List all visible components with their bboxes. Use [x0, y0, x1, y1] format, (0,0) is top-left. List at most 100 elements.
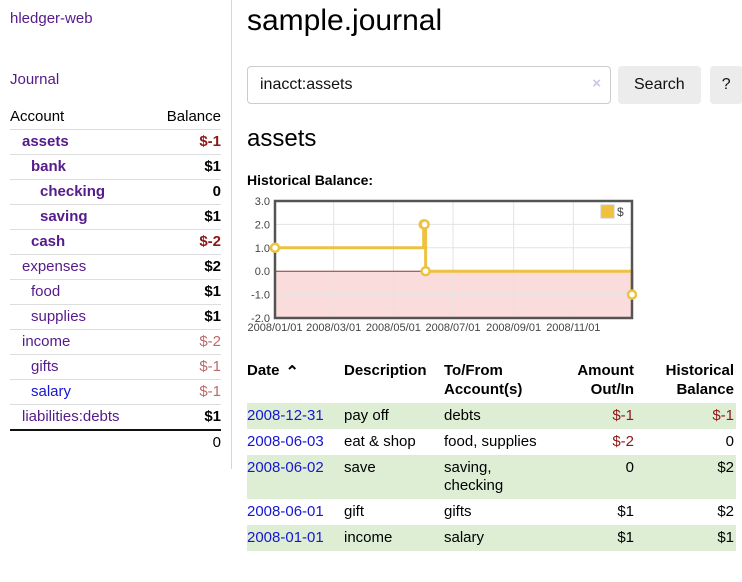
- brand-link[interactable]: hledger-web: [10, 10, 93, 27]
- y-axis-tick-label: -2.0: [251, 313, 270, 325]
- register-header-amount: Amount Out/In: [562, 359, 636, 403]
- transaction-row: 2008-12-31 pay off debts $-1 $-1: [247, 403, 736, 429]
- transaction-date-cell: 2008-12-31: [247, 403, 344, 429]
- account-link-assets[interactable]: assets: [22, 133, 69, 150]
- transaction-amount: $1: [617, 529, 634, 546]
- account-balance: $2: [151, 254, 221, 280]
- transaction-row: 2008-06-01 gift gifts $1 $2: [247, 499, 736, 525]
- y-axis-tick-label: -1.0: [251, 290, 270, 302]
- accounts-table: Account Balance assets $-1 bank $1 checking 0…: [10, 105, 221, 455]
- accounts-header-balance: Balance: [166, 108, 221, 125]
- transaction-date-link[interactable]: 2008-01-01: [247, 529, 324, 546]
- transaction-accounts: saving, checking: [444, 459, 504, 494]
- search-button[interactable]: Search: [618, 66, 701, 104]
- transaction-description: eat & shop: [344, 433, 416, 450]
- register-header-date[interactable]: Date ⌃: [247, 359, 344, 403]
- account-cell: supplies: [10, 304, 152, 330]
- transaction-accounts: gifts: [444, 503, 472, 520]
- sidebar-item-journal[interactable]: Journal: [10, 71, 60, 88]
- account-balance: $1: [151, 304, 221, 330]
- account-cell: liabilities:debts: [10, 404, 152, 430]
- header-label: Historical: [665, 362, 734, 379]
- account-balance: $1: [151, 279, 221, 305]
- account-link-bank[interactable]: bank: [31, 158, 67, 175]
- account-cell: expenses: [10, 254, 152, 280]
- account-balance: $-1: [151, 354, 221, 380]
- transaction-accounts: food, supplies: [444, 433, 537, 450]
- account-link-cash[interactable]: cash: [31, 233, 66, 250]
- chart-canvas: $2008/01/01 2008/03/01 2008/05/01 2008/07/0…: [247, 196, 638, 334]
- sort-ascending-icon: ⌃: [285, 364, 299, 381]
- transaction-date-cell: 2008-06-01: [247, 499, 344, 525]
- account-link-food[interactable]: food: [31, 283, 61, 300]
- x-axis-tick-label: 2008/05/01: [366, 322, 421, 334]
- header-label: To/From: [444, 362, 503, 379]
- transaction-amount: 0: [625, 459, 634, 476]
- accounts-header-row: Account Balance: [10, 105, 221, 130]
- page-title: sample.journal: [247, 4, 443, 37]
- register-header-description: Description: [344, 359, 444, 403]
- transaction-description: pay off: [344, 407, 389, 424]
- legend-swatch-icon: [600, 204, 615, 219]
- chart-title: Historical Balance:: [247, 172, 374, 188]
- register-header-historical: Historical Balance: [636, 359, 736, 403]
- transaction-row: 2008-06-02 save saving, checking 0 $2: [247, 455, 736, 499]
- transaction-date-cell: 2008-01-01: [247, 525, 344, 551]
- transaction-description: income: [344, 529, 393, 546]
- legend-label: $: [617, 205, 624, 219]
- account-link-supplies[interactable]: supplies: [31, 308, 87, 325]
- account-balance: $1: [151, 204, 221, 230]
- account-row: gifts $-1: [10, 354, 221, 380]
- account-row: food $1: [10, 279, 221, 305]
- account-cell: assets: [10, 129, 152, 155]
- header-label: Balance: [676, 381, 734, 398]
- account-link-expenses[interactable]: expenses: [22, 258, 87, 275]
- historical-balance-chart[interactable]: $2008/01/01 2008/03/01 2008/05/01 2008/07/0…: [247, 195, 742, 335]
- account-link-saving[interactable]: saving: [40, 208, 88, 225]
- y-axis-tick-label: 2.0: [255, 219, 270, 231]
- help-button[interactable]: ?: [709, 66, 742, 104]
- account-cell: saving: [10, 204, 152, 230]
- account-cell: food: [10, 279, 152, 305]
- transaction-balance: 0: [725, 433, 734, 450]
- header-label: Account(s): [444, 381, 523, 398]
- x-axis-tick-label: 2008/07/01: [425, 322, 480, 334]
- transaction-date-link[interactable]: 2008-12-31: [247, 407, 324, 424]
- x-axis-tick-label: 2008/01/01: [247, 322, 302, 334]
- account-link-checking[interactable]: checking: [40, 183, 106, 200]
- transaction-description: gift: [344, 503, 365, 520]
- account-row: income $-2: [10, 329, 221, 355]
- search-bar: × Search ?: [247, 66, 742, 104]
- register-header-row: Date ⌃ Description To/From Account(s) Amount O…: [247, 359, 736, 403]
- transaction-date-link[interactable]: 2008-06-01: [247, 503, 324, 520]
- register-table: Date ⌃ Description To/From Account(s) Amount O…: [247, 359, 736, 551]
- account-balance: 0: [151, 179, 221, 205]
- search-input[interactable]: [247, 66, 611, 104]
- accounts-total-row: 0: [10, 429, 221, 455]
- transaction-date-cell: 2008-06-03: [247, 429, 344, 455]
- transaction-amount: $-1: [612, 407, 634, 424]
- transaction-row: 2008-01-01 income salary $1 $1: [247, 525, 736, 551]
- transaction-date-link[interactable]: 2008-06-03: [247, 433, 324, 450]
- account-link-income[interactable]: income: [22, 333, 71, 350]
- account-balance: $-2: [151, 229, 221, 255]
- account-row: saving $1: [10, 204, 221, 230]
- account-row: expenses $2: [10, 254, 221, 280]
- account-row: checking 0: [10, 179, 221, 205]
- account-link-liabilities-debts[interactable]: liabilities:debts: [22, 408, 120, 425]
- account-link-gifts[interactable]: gifts: [31, 358, 59, 375]
- account-link-salary[interactable]: salary: [31, 383, 72, 400]
- account-cell: bank: [10, 154, 152, 180]
- transaction-balance: $1: [717, 529, 734, 546]
- transaction-balance: $2: [717, 503, 734, 520]
- account-row: salary $-1: [10, 379, 221, 405]
- account-balance: $1: [151, 404, 221, 430]
- header-label: Date: [247, 362, 280, 379]
- transaction-amount: $1: [617, 503, 634, 520]
- x-axis-tick-label: 2008/09/01: [486, 322, 541, 334]
- clear-search-icon[interactable]: ×: [592, 75, 601, 92]
- transaction-date-link[interactable]: 2008-06-02: [247, 459, 324, 476]
- search-input-wrap: ×: [247, 66, 611, 104]
- y-axis-tick-label: 0.0: [255, 266, 270, 278]
- account-cell: gifts: [10, 354, 152, 380]
